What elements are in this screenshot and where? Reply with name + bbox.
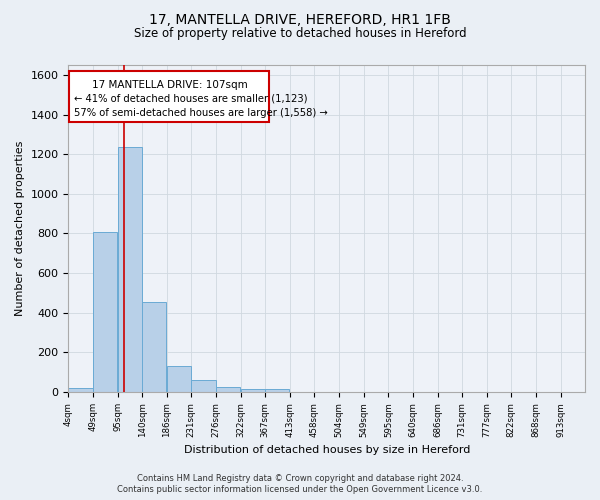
Bar: [215, 387, 240, 392]
Text: 17 MANTELLA DRIVE: 107sqm: 17 MANTELLA DRIVE: 107sqm: [92, 80, 247, 90]
X-axis label: Distribution of detached houses by size in Hereford: Distribution of detached houses by size …: [184, 445, 470, 455]
Bar: [265, 389, 289, 392]
Bar: [191, 380, 215, 392]
Bar: [241, 388, 265, 392]
Bar: [70, 71, 269, 122]
Text: ← 41% of detached houses are smaller (1,123): ← 41% of detached houses are smaller (1,…: [74, 94, 307, 104]
Bar: [142, 302, 166, 392]
Y-axis label: Number of detached properties: Number of detached properties: [15, 141, 25, 316]
Bar: [167, 366, 191, 392]
Text: 17, MANTELLA DRIVE, HEREFORD, HR1 1FB: 17, MANTELLA DRIVE, HEREFORD, HR1 1FB: [149, 12, 451, 26]
Bar: [68, 388, 93, 392]
Bar: [93, 232, 117, 392]
Text: Contains HM Land Registry data © Crown copyright and database right 2024.
Contai: Contains HM Land Registry data © Crown c…: [118, 474, 482, 494]
Text: 57% of semi-detached houses are larger (1,558) →: 57% of semi-detached houses are larger (…: [74, 108, 328, 118]
Bar: [118, 146, 142, 392]
Text: Size of property relative to detached houses in Hereford: Size of property relative to detached ho…: [134, 28, 466, 40]
